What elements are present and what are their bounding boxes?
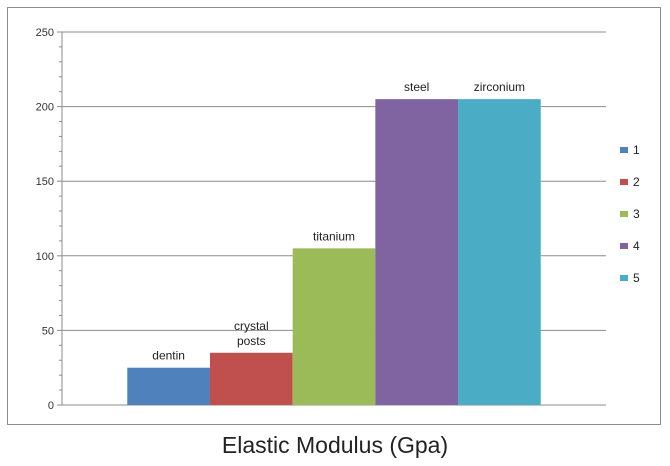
y-tick-label: 100 bbox=[36, 251, 54, 263]
y-tick-label: 250 bbox=[36, 27, 54, 39]
data-label-4: steel bbox=[404, 80, 429, 94]
bar-series-3 bbox=[292, 248, 376, 405]
legend-swatch-1 bbox=[620, 147, 628, 153]
legend-swatch-3 bbox=[620, 211, 628, 217]
data-label-3: titanium bbox=[313, 229, 355, 243]
legend-label-4: 4 bbox=[633, 239, 640, 253]
bars bbox=[127, 99, 541, 405]
data-label-1: dentin bbox=[152, 349, 185, 363]
data-label-2: posts bbox=[237, 334, 266, 348]
chart-caption: Elastic Modulus (Gpa) bbox=[221, 432, 449, 458]
legend-label-5: 5 bbox=[633, 271, 640, 285]
data-label-5: zirconium bbox=[474, 80, 525, 94]
bar-series-4 bbox=[375, 99, 459, 405]
y-tick-label: 200 bbox=[36, 102, 54, 114]
legend-label-2: 2 bbox=[633, 175, 640, 189]
bar-series-1 bbox=[127, 367, 210, 405]
legend-label-1: 1 bbox=[633, 143, 640, 157]
legend-swatch-4 bbox=[620, 243, 628, 249]
data-label-2: crystal bbox=[234, 319, 269, 333]
legend: 1 2 3 4 5 bbox=[620, 143, 640, 285]
bar-series-5 bbox=[458, 99, 541, 405]
y-tick-label: 0 bbox=[48, 400, 54, 412]
y-tick-label: 50 bbox=[42, 325, 54, 337]
legend-swatch-5 bbox=[620, 275, 628, 281]
legend-label-3: 3 bbox=[633, 207, 640, 221]
y-tick-label: 150 bbox=[36, 176, 54, 188]
bar-series-2 bbox=[209, 352, 293, 405]
legend-swatch-2 bbox=[620, 179, 628, 185]
